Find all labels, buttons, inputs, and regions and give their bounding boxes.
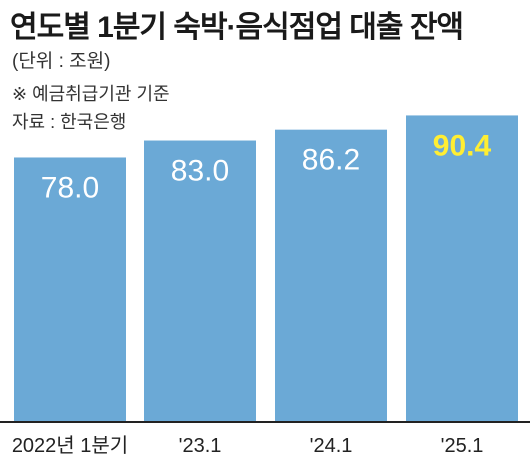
value-label-0: 78.0 xyxy=(41,171,99,204)
value-label-1: 83.0 xyxy=(171,155,229,188)
value-label-2: 86.2 xyxy=(302,144,360,177)
unit-label: (단위 : 조원) xyxy=(12,51,111,72)
bar-3 xyxy=(406,115,518,422)
bar-2 xyxy=(275,129,387,423)
category-label-0: 2022년 1분기 xyxy=(12,434,128,457)
value-label-3: 90.4 xyxy=(433,129,492,162)
category-label-2: '24.1 xyxy=(310,435,353,457)
chart-title: 연도별 1분기 숙박·음식점업 대출 잔액 xyxy=(10,11,464,44)
source-label: 자료 : 한국은행 xyxy=(12,112,127,132)
footnote: ※ 예금취급기관 기준 xyxy=(12,84,170,104)
category-label-3: '25.1 xyxy=(441,435,484,457)
bar-0 xyxy=(14,157,126,422)
category-label-1: '23.1 xyxy=(179,435,222,457)
bar-1 xyxy=(144,140,256,423)
